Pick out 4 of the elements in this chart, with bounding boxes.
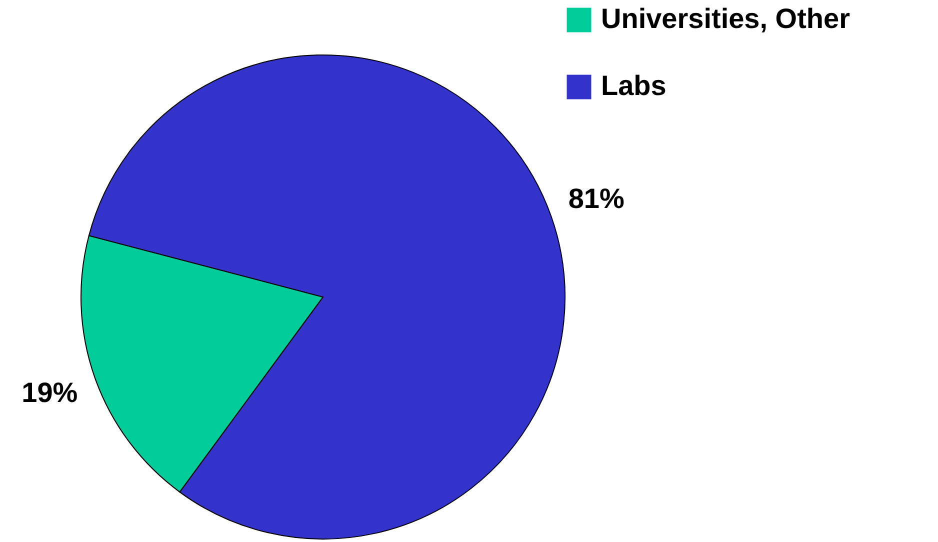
legend-label: Universities, Other	[601, 3, 850, 34]
legend-label: Labs	[601, 70, 666, 101]
data-label: 19%	[22, 376, 78, 408]
data-label: 81%	[568, 183, 624, 214]
